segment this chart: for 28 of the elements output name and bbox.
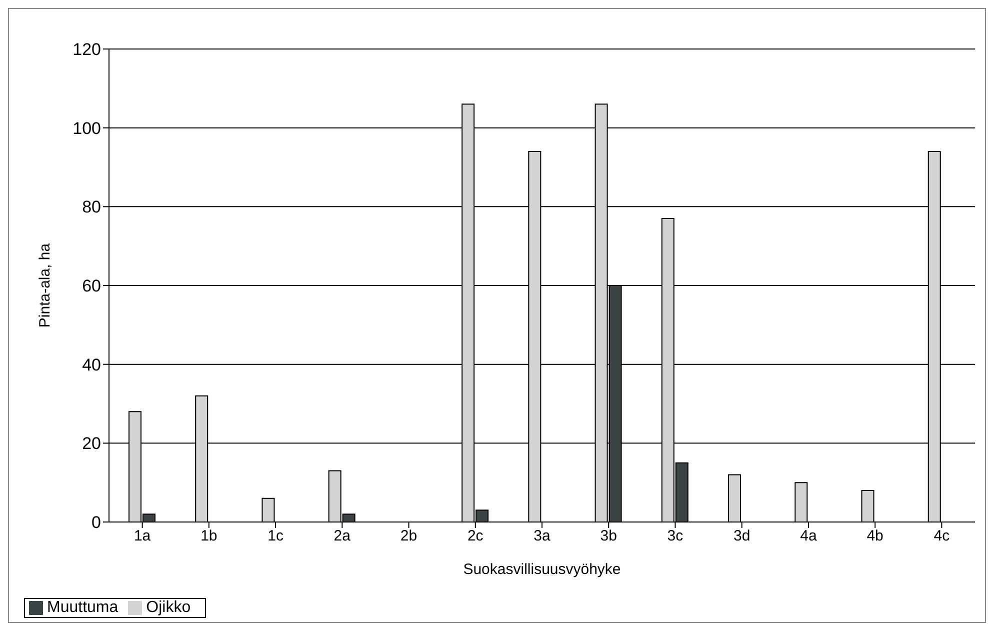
y-tick-label: 60 bbox=[82, 276, 101, 296]
legend-label: Muuttuma bbox=[47, 599, 118, 616]
x-tick-label: 3d bbox=[734, 528, 750, 545]
x-tick-label: 4b bbox=[866, 528, 884, 545]
y-tick-label: 80 bbox=[82, 198, 101, 217]
bar bbox=[728, 474, 742, 522]
y-tick-label: 40 bbox=[82, 355, 101, 374]
bar bbox=[262, 498, 275, 522]
x-tick-label: 3c bbox=[667, 528, 684, 545]
y-axis-title: Pinta-ala, ha bbox=[36, 242, 54, 328]
y-tick-label: 120 bbox=[72, 40, 101, 60]
x-tick-label: 2a bbox=[334, 528, 352, 545]
x-tick-label: 2b bbox=[400, 528, 418, 545]
x-tick-label: 3a bbox=[534, 528, 551, 545]
x-tick-label: 1c bbox=[268, 528, 284, 545]
x-tick-label: 1a bbox=[134, 528, 152, 545]
legend-label: Ojikko bbox=[146, 599, 191, 616]
y-tick-label: 0 bbox=[92, 513, 101, 532]
x-tick-label: 2c bbox=[467, 528, 484, 545]
bar bbox=[861, 490, 874, 522]
x-tick-label: 1b bbox=[200, 528, 218, 545]
x-tick-label: 4c bbox=[934, 528, 950, 545]
x-tick-label: 3b bbox=[600, 528, 617, 545]
bar bbox=[794, 482, 808, 522]
y-tick-label: 20 bbox=[82, 434, 101, 454]
x-axis-title: Suokasvillisuusvyöhyke bbox=[463, 561, 621, 578]
y-tick-label: 100 bbox=[72, 118, 101, 138]
x-tick-label: 4a bbox=[800, 528, 818, 545]
